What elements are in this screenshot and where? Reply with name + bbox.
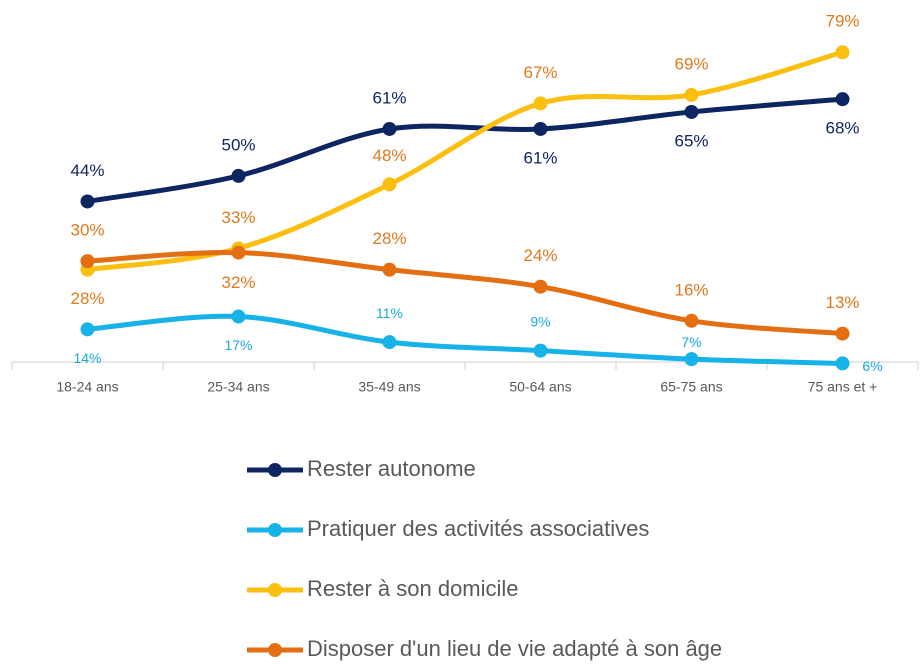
data-label: 68% <box>825 119 859 138</box>
data-point <box>684 87 699 102</box>
data-label: 13% <box>825 293 859 312</box>
data-point <box>80 322 95 337</box>
data-label: 61% <box>523 148 557 167</box>
data-label: 9% <box>530 313 550 329</box>
data-label: 69% <box>674 54 708 73</box>
series-line <box>85 49 845 273</box>
data-point <box>835 356 850 371</box>
legend-label: Pratiquer des activités associatives <box>307 516 649 541</box>
data-point <box>684 352 699 367</box>
data-point <box>684 313 699 328</box>
data-point <box>835 92 850 107</box>
data-label: 7% <box>681 334 701 350</box>
data-label: 16% <box>674 280 708 299</box>
data-point <box>382 335 397 350</box>
data-point <box>533 279 548 294</box>
data-label: 11% <box>376 305 403 321</box>
data-point <box>835 45 850 60</box>
data-label: 24% <box>523 246 557 265</box>
data-label: 28% <box>70 289 104 308</box>
data-point <box>80 254 95 269</box>
data-label: 33% <box>221 208 255 227</box>
data-label: 32% <box>221 273 255 292</box>
series-line <box>85 96 845 204</box>
legend-label: Disposer d'un lieu de vie adapté à son â… <box>307 636 722 661</box>
data-label: 61% <box>372 88 406 107</box>
data-label: 30% <box>70 221 104 240</box>
legend-marker <box>268 523 282 537</box>
data-label: 79% <box>825 12 859 31</box>
data-point <box>80 194 95 209</box>
data-label: 50% <box>221 135 255 154</box>
legend-marker <box>268 643 282 657</box>
data-point <box>231 309 246 324</box>
legend-label: Rester autonome <box>307 456 476 481</box>
data-point <box>231 245 246 260</box>
data-point <box>231 168 246 183</box>
x-tick-label: 35-49 ans <box>358 379 420 395</box>
data-point <box>382 177 397 192</box>
series-line <box>85 313 845 366</box>
x-tick-label: 65-75 ans <box>660 379 722 395</box>
data-point <box>382 121 397 136</box>
data-point <box>684 104 699 119</box>
legend-label: Rester à son domicile <box>307 576 519 601</box>
x-tick-label: 18-24 ans <box>56 379 118 395</box>
x-tick-label: 25-34 ans <box>207 379 269 395</box>
data-label: 67% <box>523 63 557 82</box>
x-tick-label: 75 ans et + <box>808 379 878 395</box>
data-label: 28% <box>372 229 406 248</box>
data-point <box>835 326 850 341</box>
series-line <box>85 249 845 337</box>
data-label: 44% <box>70 161 104 180</box>
data-label: 17% <box>224 337 252 353</box>
data-label: 65% <box>674 131 708 150</box>
data-point <box>533 121 548 136</box>
legend-marker <box>268 583 282 597</box>
data-label: 6% <box>862 358 882 374</box>
data-point <box>382 262 397 277</box>
x-tick-label: 50-64 ans <box>509 379 571 395</box>
legend-marker <box>268 463 282 477</box>
data-point <box>533 96 548 111</box>
data-point <box>533 343 548 358</box>
data-label: 48% <box>372 146 406 165</box>
data-label: 14% <box>73 350 101 366</box>
